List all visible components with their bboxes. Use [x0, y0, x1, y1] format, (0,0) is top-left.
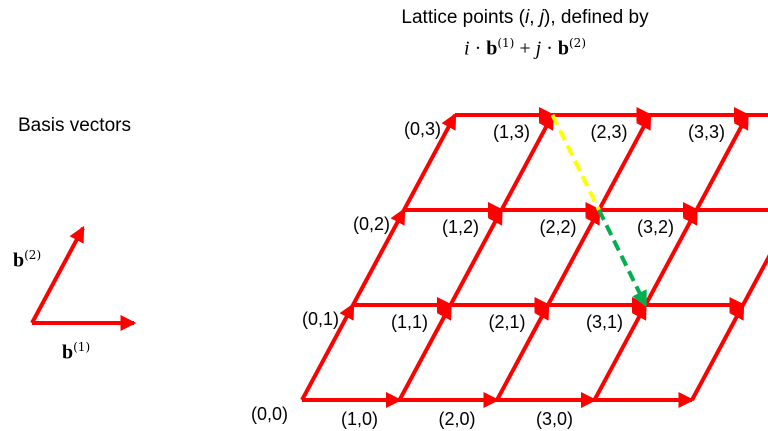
lattice-edges: [300, 107, 768, 408]
formula-b2: b: [557, 37, 569, 60]
point-label-2-0: (2,0): [438, 409, 475, 429]
edge-b2-0-0: [300, 302, 355, 401]
edge-b2-4-0: [690, 302, 745, 401]
point-label-2-3: (2,3): [590, 122, 627, 142]
title-j: j: [539, 7, 545, 28]
point-label-1-3: (1,3): [493, 122, 530, 142]
b1-sup: (1): [73, 340, 91, 354]
edge-b2-2-1: [546, 207, 601, 306]
edge-b2-2-2: [597, 112, 652, 211]
title-formula: i · b(1) + j · b(2): [375, 30, 675, 62]
title-i: i: [524, 7, 530, 28]
point-label-0-1: (0,1): [302, 309, 339, 329]
point-label-1-2: (1,2): [442, 217, 479, 237]
point-label-3-1: (3,1): [586, 312, 623, 332]
point-label-2-2: (2,2): [539, 217, 576, 237]
edge-b2-0-1: [351, 207, 406, 306]
edge-b2-2-0: [495, 302, 550, 401]
title-text: Lattice points (: [401, 7, 525, 28]
basis-b2-arrow: [30, 225, 85, 324]
point-label-0-0: (0,0): [251, 404, 288, 424]
lattice-point-labels: (0,0) (1,0) (2,0) (3,0) (0,1) (1,1) (2,1) (3,1)…: [251, 119, 725, 429]
title-comma: ,: [529, 7, 540, 28]
difference-vector: [550, 114, 648, 308]
edge-b2-0-2: [402, 112, 457, 211]
edge-b2-3-2: [694, 112, 750, 211]
basis-b1-label: b(1): [62, 340, 90, 365]
formula-b1: b: [486, 37, 498, 60]
formula-dot-2: ·: [541, 37, 558, 60]
b2-base: b: [13, 249, 25, 272]
diagram-title: Lattice points (i, j), defined by i · b(…: [375, 6, 675, 62]
edge-b2-3-1: [643, 207, 699, 306]
formula-sup-2: (2): [569, 36, 586, 50]
difference-vector-green: [597, 209, 648, 308]
formula-sup-1: (1): [497, 36, 515, 50]
b1-base: b: [62, 341, 74, 364]
point-label-3-0: (3,0): [536, 409, 573, 429]
basis-b2-label: b(2): [13, 248, 41, 273]
difference-vector-yellow: [550, 114, 601, 211]
edge-b2-1-2: [499, 112, 555, 211]
edge-b2-1-1: [448, 207, 504, 306]
formula-i: i: [464, 37, 470, 60]
b2-sup: (2): [24, 248, 42, 262]
formula-dot-1: ·: [469, 37, 487, 60]
point-label-3-2: (3,2): [637, 217, 674, 237]
basis-vectors-heading: Basis vectors: [18, 115, 131, 136]
point-label-3-3: (3,3): [688, 122, 725, 142]
title-line-1: Lattice points (i, j), defined by: [375, 6, 675, 30]
formula-j: j: [535, 37, 542, 60]
point-label-2-1: (2,1): [488, 312, 525, 332]
formula-plus: +: [514, 37, 536, 60]
basis-vectors: [30, 225, 137, 331]
point-label-1-1: (1,1): [391, 312, 428, 332]
point-label-1-0: (1,0): [341, 409, 378, 429]
edge-b2-4-1: [741, 254, 768, 306]
point-label-0-2: (0,2): [353, 214, 390, 234]
edge-b2-3-0: [592, 302, 648, 401]
title-text-suffix: ), defined by: [544, 7, 649, 28]
point-label-0-3: (0,3): [404, 119, 441, 139]
edge-b2-1-0: [397, 302, 453, 401]
